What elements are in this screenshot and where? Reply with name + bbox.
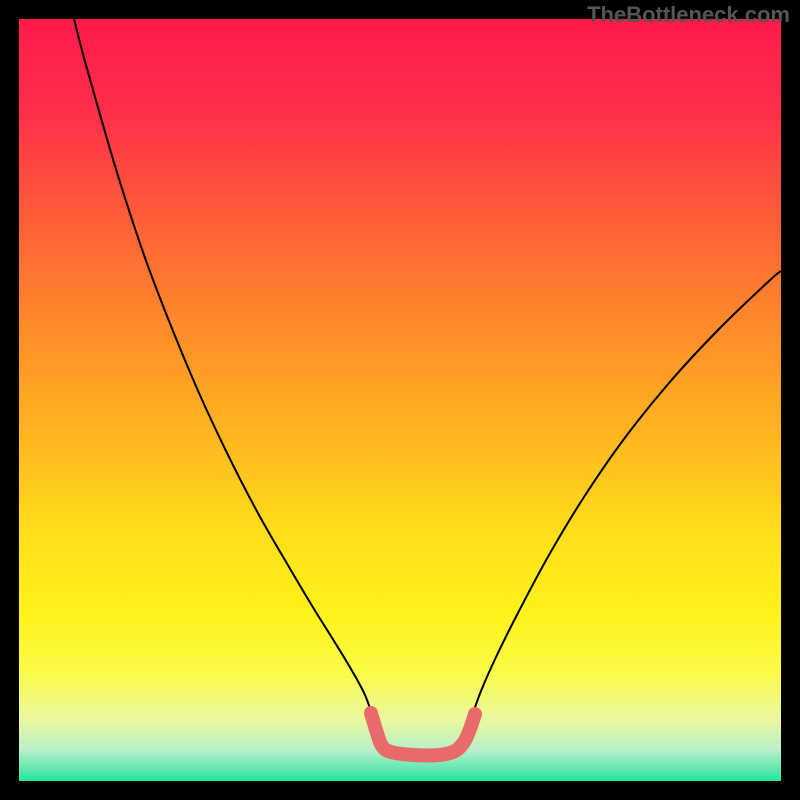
chart-frame: TheBottleneck.com (0, 0, 800, 800)
gradient-background (19, 19, 781, 781)
chart-svg (19, 19, 781, 781)
plot-area (19, 19, 781, 781)
watermark-text: TheBottleneck.com (587, 2, 790, 28)
